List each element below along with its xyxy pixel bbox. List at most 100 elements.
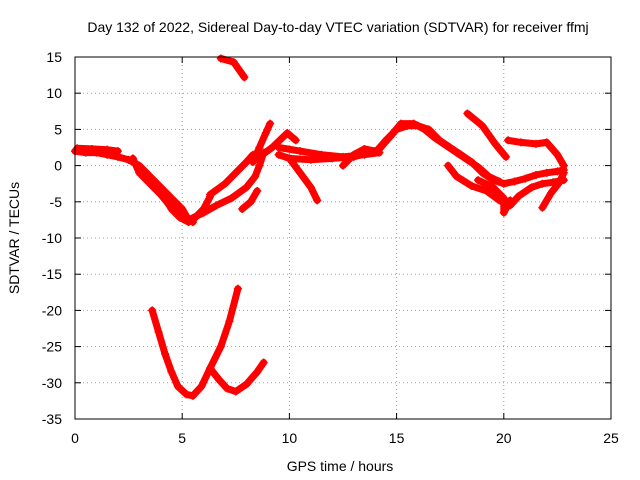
data-point [452,148,461,157]
data-point [546,189,555,198]
data-point [167,367,176,376]
data-point [274,150,283,159]
y-tick-label: -25 [42,339,62,355]
data-point [514,192,523,201]
series-trace [463,110,510,161]
data-point [291,136,300,145]
data-point [225,317,234,326]
y-tick-label: -10 [42,230,62,246]
data-series [504,136,568,170]
data-point [253,367,262,376]
data-point [467,181,476,190]
data-point [375,144,384,153]
data-point [148,306,157,315]
data-point [128,154,137,163]
data-point [255,143,264,152]
data-point [491,139,500,148]
data-point [199,205,208,214]
series-trace [538,169,568,212]
data-point [531,139,540,148]
data-point [227,194,236,203]
data-point [420,125,429,134]
data-point [296,168,305,177]
data-point [242,183,251,192]
data-point [474,163,483,172]
data-point [538,179,547,188]
data-point [173,382,182,391]
data-series [216,54,249,82]
y-tick-label: 15 [46,49,62,65]
data-point [495,177,504,186]
x-tick-label: 20 [496,430,512,446]
y-tick-label: 0 [54,158,62,174]
data-point [246,197,255,206]
data-point [360,144,369,153]
data-point [221,179,230,188]
data-point [463,155,472,164]
data-point [229,58,238,67]
data-point [386,132,395,141]
axis-ticks [74,56,612,420]
data-point [259,358,268,367]
data-point [521,174,530,183]
data-point [463,109,472,118]
y-tick-label: 5 [54,121,62,137]
series-trace [339,145,379,170]
data-point [431,134,440,143]
data-point [553,167,562,176]
y-axis-tick-labels: 15 10 5 0 -5 -10 -15 -20 -25 -30 -35 [42,49,62,427]
data-point [306,183,315,192]
data-series [538,168,568,212]
series-trace [161,194,193,226]
data-point [306,155,315,164]
data-point [253,186,262,195]
data-point [516,138,525,147]
data-point [531,171,540,180]
data-point [553,150,562,159]
data-point [339,161,347,170]
data-point [197,382,206,391]
data-point [482,186,491,195]
series-trace [249,120,274,166]
data-point [161,194,170,203]
data-point [251,172,260,181]
data-point [176,213,185,222]
y-tick-label: -30 [42,375,62,391]
data-series [188,192,215,224]
data-point [266,119,275,128]
data-point [255,161,264,170]
data-point [103,145,112,154]
x-axis-title: GPS time / hours [287,458,394,474]
y-tick-label: -20 [42,302,62,318]
data-point [154,328,163,337]
data-point [296,147,305,156]
data-point [396,119,405,128]
data-point [233,284,242,293]
data-point [214,375,223,384]
x-tick-label: 0 [71,430,79,446]
data-point [167,205,176,214]
data-point [527,183,536,192]
data-point [178,205,187,214]
chart-title: Day 132 of 2022, Sidereal Day-to-day VTE… [87,19,588,35]
data-point [499,208,508,217]
data-point [510,177,519,186]
y-tick-label: -15 [42,266,62,282]
data-point [501,152,510,161]
data-point [216,54,225,63]
x-tick-label: 5 [178,430,186,446]
y-tick-label: -5 [50,194,63,210]
x-tick-label: 15 [389,430,405,446]
plot-area [71,54,568,400]
data-point [555,178,564,187]
data-point [223,384,232,393]
data-point [499,194,508,203]
data-point [444,161,453,170]
x-tick-label: 25 [603,430,619,446]
data-point [188,215,197,224]
data-point [313,196,322,205]
data-point [206,364,215,373]
series-trace [253,129,300,162]
data-series [73,144,122,156]
